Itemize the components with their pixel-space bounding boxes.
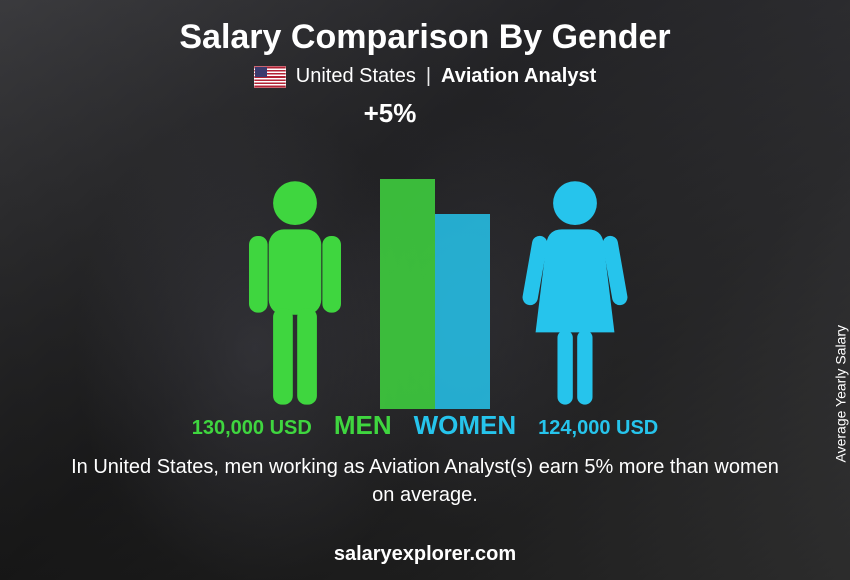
bar-men — [380, 179, 435, 409]
women-icon-wrap — [515, 179, 635, 409]
job-label: Aviation Analyst — [441, 65, 596, 88]
men-label: MEN — [334, 410, 392, 441]
chart-area: 130,000 USD MEN WOMEN 124,000 USD — [115, 131, 735, 441]
women-salary: 124,000 USD — [538, 417, 658, 440]
bar-women — [435, 214, 490, 409]
female-figure-icon — [520, 179, 630, 409]
subtitle-row: United States | Aviation Analyst — [254, 65, 597, 88]
us-flag-icon — [254, 66, 286, 88]
footer-attribution: salaryexplorer.com — [0, 543, 850, 566]
male-figure-icon — [240, 179, 350, 409]
women-label: WOMEN — [414, 410, 517, 441]
description-text: In United States, men working as Aviatio… — [65, 453, 785, 509]
page-title: Salary Comparison By Gender — [179, 18, 670, 57]
percent-difference: +5% — [364, 98, 417, 129]
main-container: Salary Comparison By Gender United State… — [0, 0, 850, 580]
country-label: United States — [296, 65, 416, 88]
y-axis-label: Average Yearly Salary — [832, 325, 848, 463]
men-icon-wrap — [235, 179, 355, 409]
label-row: 130,000 USD MEN WOMEN 124,000 USD — [115, 410, 735, 441]
men-salary: 130,000 USD — [192, 417, 312, 440]
separator: | — [426, 65, 431, 88]
